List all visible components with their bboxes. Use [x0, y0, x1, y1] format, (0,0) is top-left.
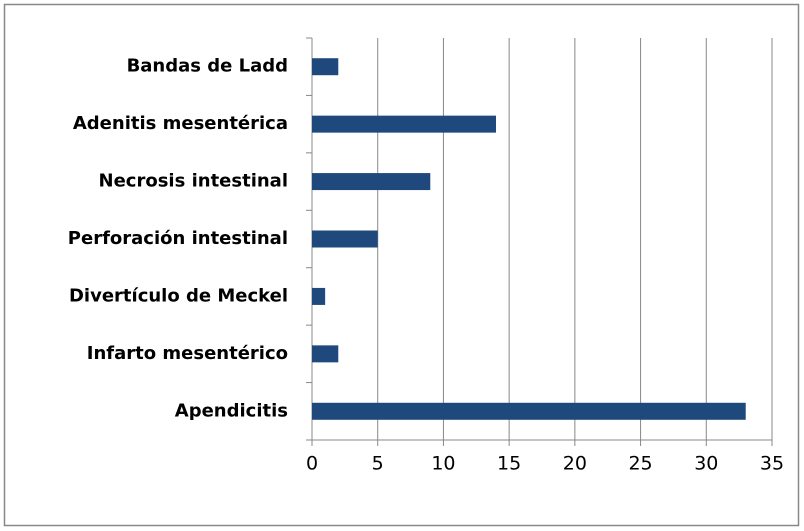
x-tick-label: 20: [563, 453, 587, 475]
y-tick-label: Perforación intestinal: [68, 228, 288, 249]
x-tick-label: 15: [497, 453, 521, 475]
bar: [312, 230, 378, 248]
x-tick-label: 25: [628, 453, 652, 475]
chart-frame: [3, 3, 800, 527]
x-tick-label: 5: [372, 453, 384, 475]
y-tick-label: Bandas de Ladd: [127, 56, 288, 77]
bar: [312, 402, 746, 420]
y-tick-label: Infarto mesentérico: [87, 343, 288, 364]
y-tick-label: Divertículo de Meckel: [69, 285, 288, 306]
y-tick-label: Necrosis intestinal: [99, 171, 288, 192]
bar: [312, 173, 431, 191]
bar: [312, 287, 326, 305]
x-tick-label: 0: [306, 453, 318, 475]
bar: [312, 345, 339, 363]
x-tick-label: 35: [760, 453, 784, 475]
y-tick-label: Apendicitis: [175, 400, 288, 421]
y-tick-label: Adenitis mesentérica: [73, 113, 288, 134]
x-tick-label: 30: [694, 453, 718, 475]
bar: [312, 58, 339, 76]
bar: [312, 115, 496, 133]
x-tick-label: 10: [431, 453, 455, 475]
